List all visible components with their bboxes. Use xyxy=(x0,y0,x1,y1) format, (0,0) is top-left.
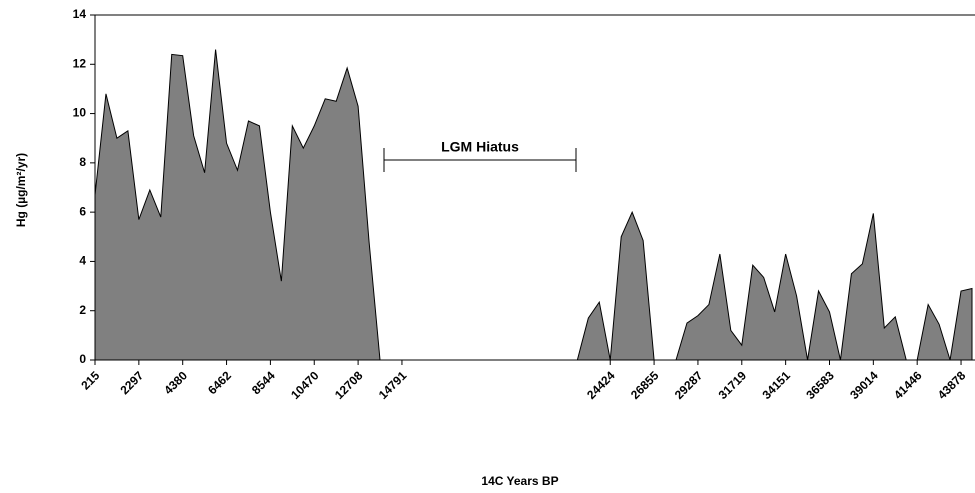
x-tick-label: 12708 xyxy=(332,368,366,402)
x-tick-label: 6462 xyxy=(205,368,234,397)
y-tick-label: 14 xyxy=(73,7,87,21)
y-tick-label: 0 xyxy=(79,352,86,366)
x-axis-label: 14C Years BP xyxy=(481,474,558,488)
x-tick-label: 29287 xyxy=(672,368,706,402)
x-tick-label: 215 xyxy=(78,368,102,392)
area xyxy=(94,49,973,361)
y-axis-label: Hg (µg/m²/yr) xyxy=(14,153,28,227)
y-tick-label: 2 xyxy=(79,303,86,317)
x-tick-label: 41446 xyxy=(891,368,925,402)
x-tick-label: 26855 xyxy=(628,368,662,402)
y-tick-label: 8 xyxy=(79,155,86,169)
x-tick-label: 2297 xyxy=(117,368,146,397)
y-tick-label: 10 xyxy=(73,106,87,120)
y-tick-label: 4 xyxy=(79,254,86,268)
x-tick-label: 39014 xyxy=(847,368,881,402)
x-tick-label: 34151 xyxy=(760,368,794,402)
x-tick-label: 31719 xyxy=(716,368,750,402)
x-tick-label: 10470 xyxy=(288,368,322,402)
y-tick-label: 12 xyxy=(73,56,87,70)
x-tick-label: 8544 xyxy=(249,368,278,397)
y-tick-label: 6 xyxy=(79,204,86,218)
x-tick-label: 24424 xyxy=(584,368,618,402)
annotation: LGM Hiatus xyxy=(441,139,519,155)
x-tick-label: 36583 xyxy=(803,368,837,402)
x-tick-label: 43878 xyxy=(935,368,969,402)
x-tick-label: 14791 xyxy=(376,368,410,402)
x-tick-label: 4380 xyxy=(161,368,190,397)
